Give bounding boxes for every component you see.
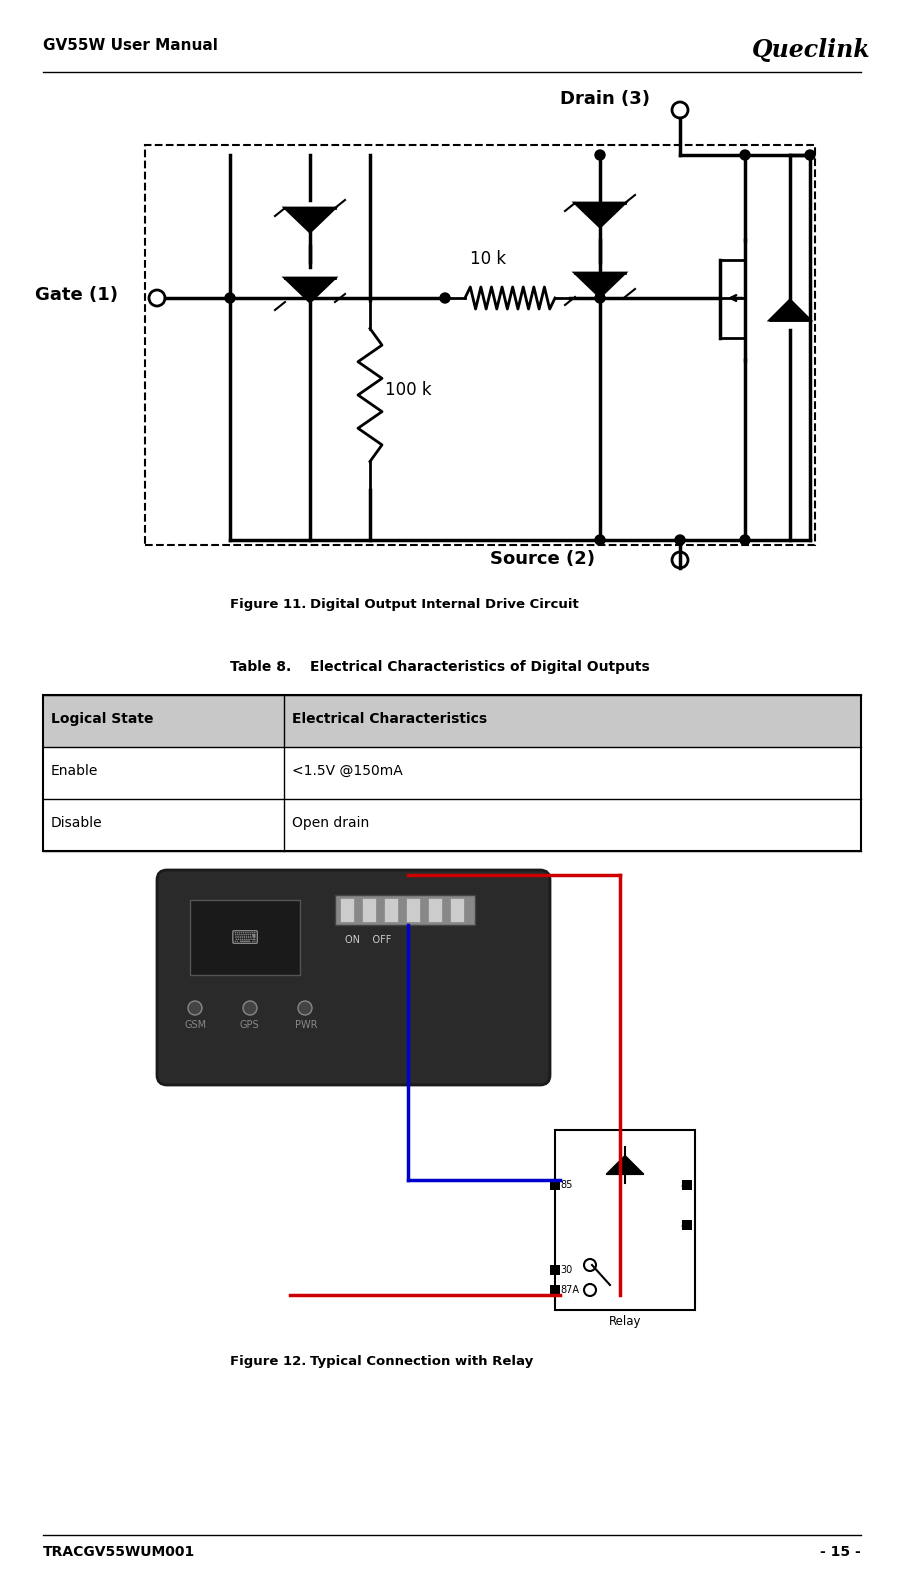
Circle shape	[188, 1000, 201, 1015]
Text: Enable: Enable	[51, 765, 98, 777]
Text: Logical State: Logical State	[51, 712, 154, 727]
Text: 87A: 87A	[559, 1285, 578, 1295]
Text: Source (2): Source (2)	[489, 549, 594, 568]
Circle shape	[594, 535, 604, 545]
Text: PWR: PWR	[294, 1019, 317, 1031]
Polygon shape	[606, 1156, 642, 1175]
Text: 10 k: 10 k	[470, 250, 506, 268]
Bar	[681, 1220, 691, 1230]
Circle shape	[740, 150, 749, 160]
Polygon shape	[574, 272, 624, 298]
Text: Electrical Characteristics of Digital Outputs: Electrical Characteristics of Digital Ou…	[310, 660, 649, 674]
Bar	[549, 1285, 559, 1295]
Circle shape	[243, 1000, 256, 1015]
Text: 30: 30	[559, 1265, 572, 1274]
Text: Table 8.: Table 8.	[229, 660, 291, 674]
Text: Drain (3): Drain (3)	[559, 90, 649, 108]
Bar	[681, 1179, 691, 1190]
Text: Typical Connection with Relay: Typical Connection with Relay	[310, 1355, 533, 1368]
Bar	[43, 695, 860, 747]
Text: Electrical Characteristics: Electrical Characteristics	[292, 712, 487, 727]
Text: <1.5V @150mA: <1.5V @150mA	[292, 765, 403, 777]
Bar	[427, 898, 442, 921]
Circle shape	[804, 150, 815, 160]
Text: Figure 12.: Figure 12.	[229, 1355, 306, 1368]
FancyBboxPatch shape	[157, 871, 549, 1084]
Bar	[549, 1179, 559, 1190]
Bar	[340, 898, 354, 921]
Text: Gate (1): Gate (1)	[35, 287, 118, 304]
Bar	[554, 1130, 694, 1311]
Circle shape	[594, 293, 604, 302]
Circle shape	[298, 1000, 312, 1015]
Bar	[549, 1265, 559, 1274]
Text: 86: 86	[679, 1179, 692, 1190]
Circle shape	[740, 535, 749, 545]
Circle shape	[675, 535, 684, 545]
Bar	[144, 146, 815, 545]
Bar	[335, 894, 474, 924]
Bar	[361, 898, 376, 921]
Polygon shape	[769, 301, 809, 320]
Circle shape	[440, 293, 450, 302]
Text: ON    OFF: ON OFF	[345, 936, 391, 945]
Text: GSM: GSM	[185, 1019, 207, 1031]
Text: 87: 87	[679, 1220, 692, 1230]
Bar	[43, 695, 860, 852]
Text: 85: 85	[559, 1179, 572, 1190]
Bar	[384, 898, 397, 921]
Bar	[190, 901, 300, 975]
Circle shape	[225, 293, 235, 302]
Text: Figure 11.: Figure 11.	[229, 598, 306, 611]
Text: TRACGV55WUM001: TRACGV55WUM001	[43, 1545, 195, 1559]
Text: Digital Output Internal Drive Circuit: Digital Output Internal Drive Circuit	[310, 598, 578, 611]
Text: Relay: Relay	[608, 1315, 640, 1328]
Text: Disable: Disable	[51, 815, 103, 829]
Text: - 15 -: - 15 -	[819, 1545, 860, 1559]
Text: Open drain: Open drain	[292, 815, 369, 829]
Text: 100 k: 100 k	[385, 382, 431, 399]
Polygon shape	[574, 203, 624, 226]
Circle shape	[594, 150, 604, 160]
Polygon shape	[284, 207, 335, 233]
Polygon shape	[284, 279, 335, 302]
Bar	[405, 898, 420, 921]
Text: GPS: GPS	[239, 1019, 259, 1031]
Bar	[450, 898, 463, 921]
Text: Queclink: Queclink	[750, 38, 869, 62]
Text: ⌨: ⌨	[230, 929, 259, 948]
Text: GV55W User Manual: GV55W User Manual	[43, 38, 218, 52]
